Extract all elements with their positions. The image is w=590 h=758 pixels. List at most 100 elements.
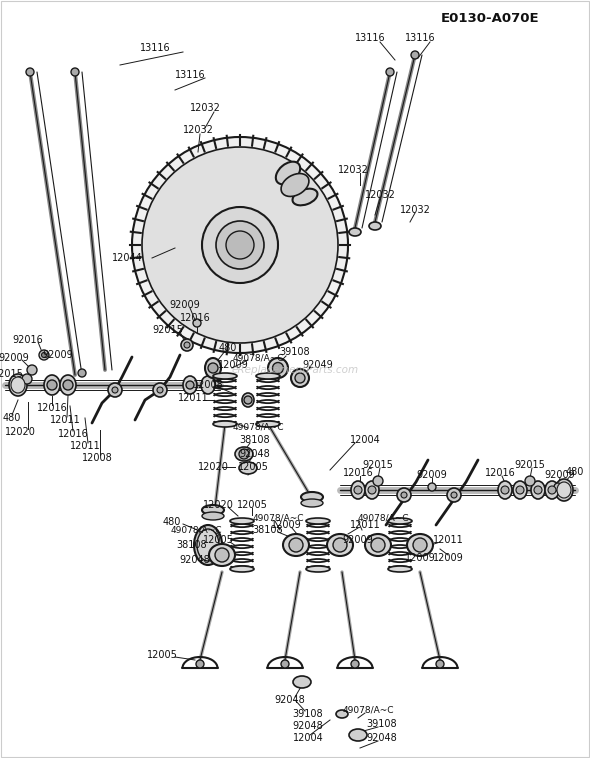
Text: 12008: 12008 [192, 380, 224, 390]
Text: 12016: 12016 [343, 468, 373, 478]
Ellipse shape [351, 481, 365, 499]
Circle shape [411, 51, 419, 59]
Text: 12011: 12011 [50, 415, 80, 425]
Ellipse shape [545, 481, 559, 499]
Text: 92015: 92015 [514, 460, 545, 470]
Text: 12009: 12009 [405, 553, 435, 563]
Ellipse shape [369, 222, 381, 230]
Text: 12008: 12008 [81, 453, 112, 463]
Circle shape [525, 476, 535, 486]
Ellipse shape [44, 375, 60, 395]
Ellipse shape [202, 505, 224, 515]
Text: 92015: 92015 [363, 460, 394, 470]
Text: 12016: 12016 [179, 313, 211, 323]
Text: 38108: 38108 [253, 525, 283, 535]
Text: 12032: 12032 [365, 190, 395, 200]
Text: 39108: 39108 [367, 719, 397, 729]
Text: 92015: 92015 [153, 325, 183, 335]
Ellipse shape [349, 228, 361, 236]
Text: 13116: 13116 [175, 70, 205, 80]
Circle shape [112, 387, 118, 393]
Text: 92009: 92009 [417, 470, 447, 480]
Ellipse shape [513, 481, 527, 499]
Text: 480: 480 [219, 343, 237, 353]
Ellipse shape [9, 374, 27, 396]
Circle shape [39, 350, 49, 360]
Circle shape [447, 488, 461, 502]
Text: 92048: 92048 [366, 733, 398, 743]
Circle shape [428, 483, 436, 491]
Circle shape [295, 373, 305, 383]
Text: 12004: 12004 [293, 733, 323, 743]
Ellipse shape [205, 358, 221, 378]
Circle shape [436, 660, 444, 668]
Circle shape [239, 449, 249, 459]
Text: 38108: 38108 [176, 540, 207, 550]
Circle shape [397, 488, 411, 502]
Ellipse shape [256, 373, 280, 379]
Text: eReplacementParts.com: eReplacementParts.com [231, 365, 359, 375]
Ellipse shape [60, 375, 76, 395]
Ellipse shape [306, 566, 330, 572]
Text: 12005: 12005 [238, 462, 268, 472]
Circle shape [281, 660, 289, 668]
Circle shape [371, 538, 385, 552]
Circle shape [202, 207, 278, 283]
Text: 92048: 92048 [274, 695, 306, 705]
Text: 12032: 12032 [189, 103, 221, 113]
Text: 12009: 12009 [432, 553, 463, 563]
Text: 92009: 92009 [0, 353, 30, 363]
Text: 12032: 12032 [337, 165, 368, 175]
Ellipse shape [301, 499, 323, 507]
Text: 12009: 12009 [218, 360, 249, 370]
Ellipse shape [531, 481, 545, 499]
Text: 49078/A~C: 49078/A~C [358, 513, 409, 522]
Text: 92048: 92048 [179, 555, 211, 565]
Text: 92009: 92009 [42, 350, 73, 360]
Circle shape [373, 476, 383, 486]
Ellipse shape [194, 525, 222, 565]
Text: 480: 480 [566, 467, 584, 477]
Ellipse shape [388, 518, 412, 524]
Text: 92048: 92048 [293, 721, 323, 731]
Circle shape [226, 231, 254, 259]
Ellipse shape [242, 393, 254, 407]
Text: 92009: 92009 [545, 470, 575, 480]
Text: 92009: 92009 [343, 535, 373, 545]
Text: 12011: 12011 [178, 393, 208, 403]
Text: 12032: 12032 [182, 125, 214, 135]
Circle shape [186, 381, 194, 389]
Circle shape [534, 486, 542, 494]
Circle shape [27, 365, 37, 375]
Text: 12016: 12016 [37, 403, 67, 413]
Text: 38108: 38108 [240, 435, 270, 445]
Text: 12005: 12005 [237, 500, 267, 510]
Text: 12016: 12016 [58, 429, 88, 439]
Text: 12004: 12004 [350, 435, 381, 445]
Text: 480: 480 [163, 517, 181, 527]
Ellipse shape [230, 518, 254, 524]
Ellipse shape [388, 566, 412, 572]
Circle shape [548, 486, 556, 494]
Circle shape [208, 363, 218, 373]
Circle shape [41, 352, 47, 358]
Circle shape [132, 137, 348, 353]
Ellipse shape [498, 481, 512, 499]
Ellipse shape [276, 161, 300, 184]
Circle shape [22, 374, 32, 384]
Circle shape [289, 538, 303, 552]
Ellipse shape [213, 373, 237, 379]
Circle shape [63, 380, 73, 390]
Ellipse shape [202, 512, 224, 520]
Text: 92016: 92016 [12, 335, 44, 345]
Circle shape [196, 660, 204, 668]
Circle shape [142, 147, 338, 343]
Text: 12005: 12005 [202, 535, 234, 545]
Circle shape [157, 387, 163, 393]
Ellipse shape [213, 421, 237, 427]
Text: 12011: 12011 [70, 441, 100, 451]
Text: 12005: 12005 [146, 650, 178, 660]
Ellipse shape [230, 566, 254, 572]
Ellipse shape [283, 534, 309, 556]
Circle shape [216, 221, 264, 269]
